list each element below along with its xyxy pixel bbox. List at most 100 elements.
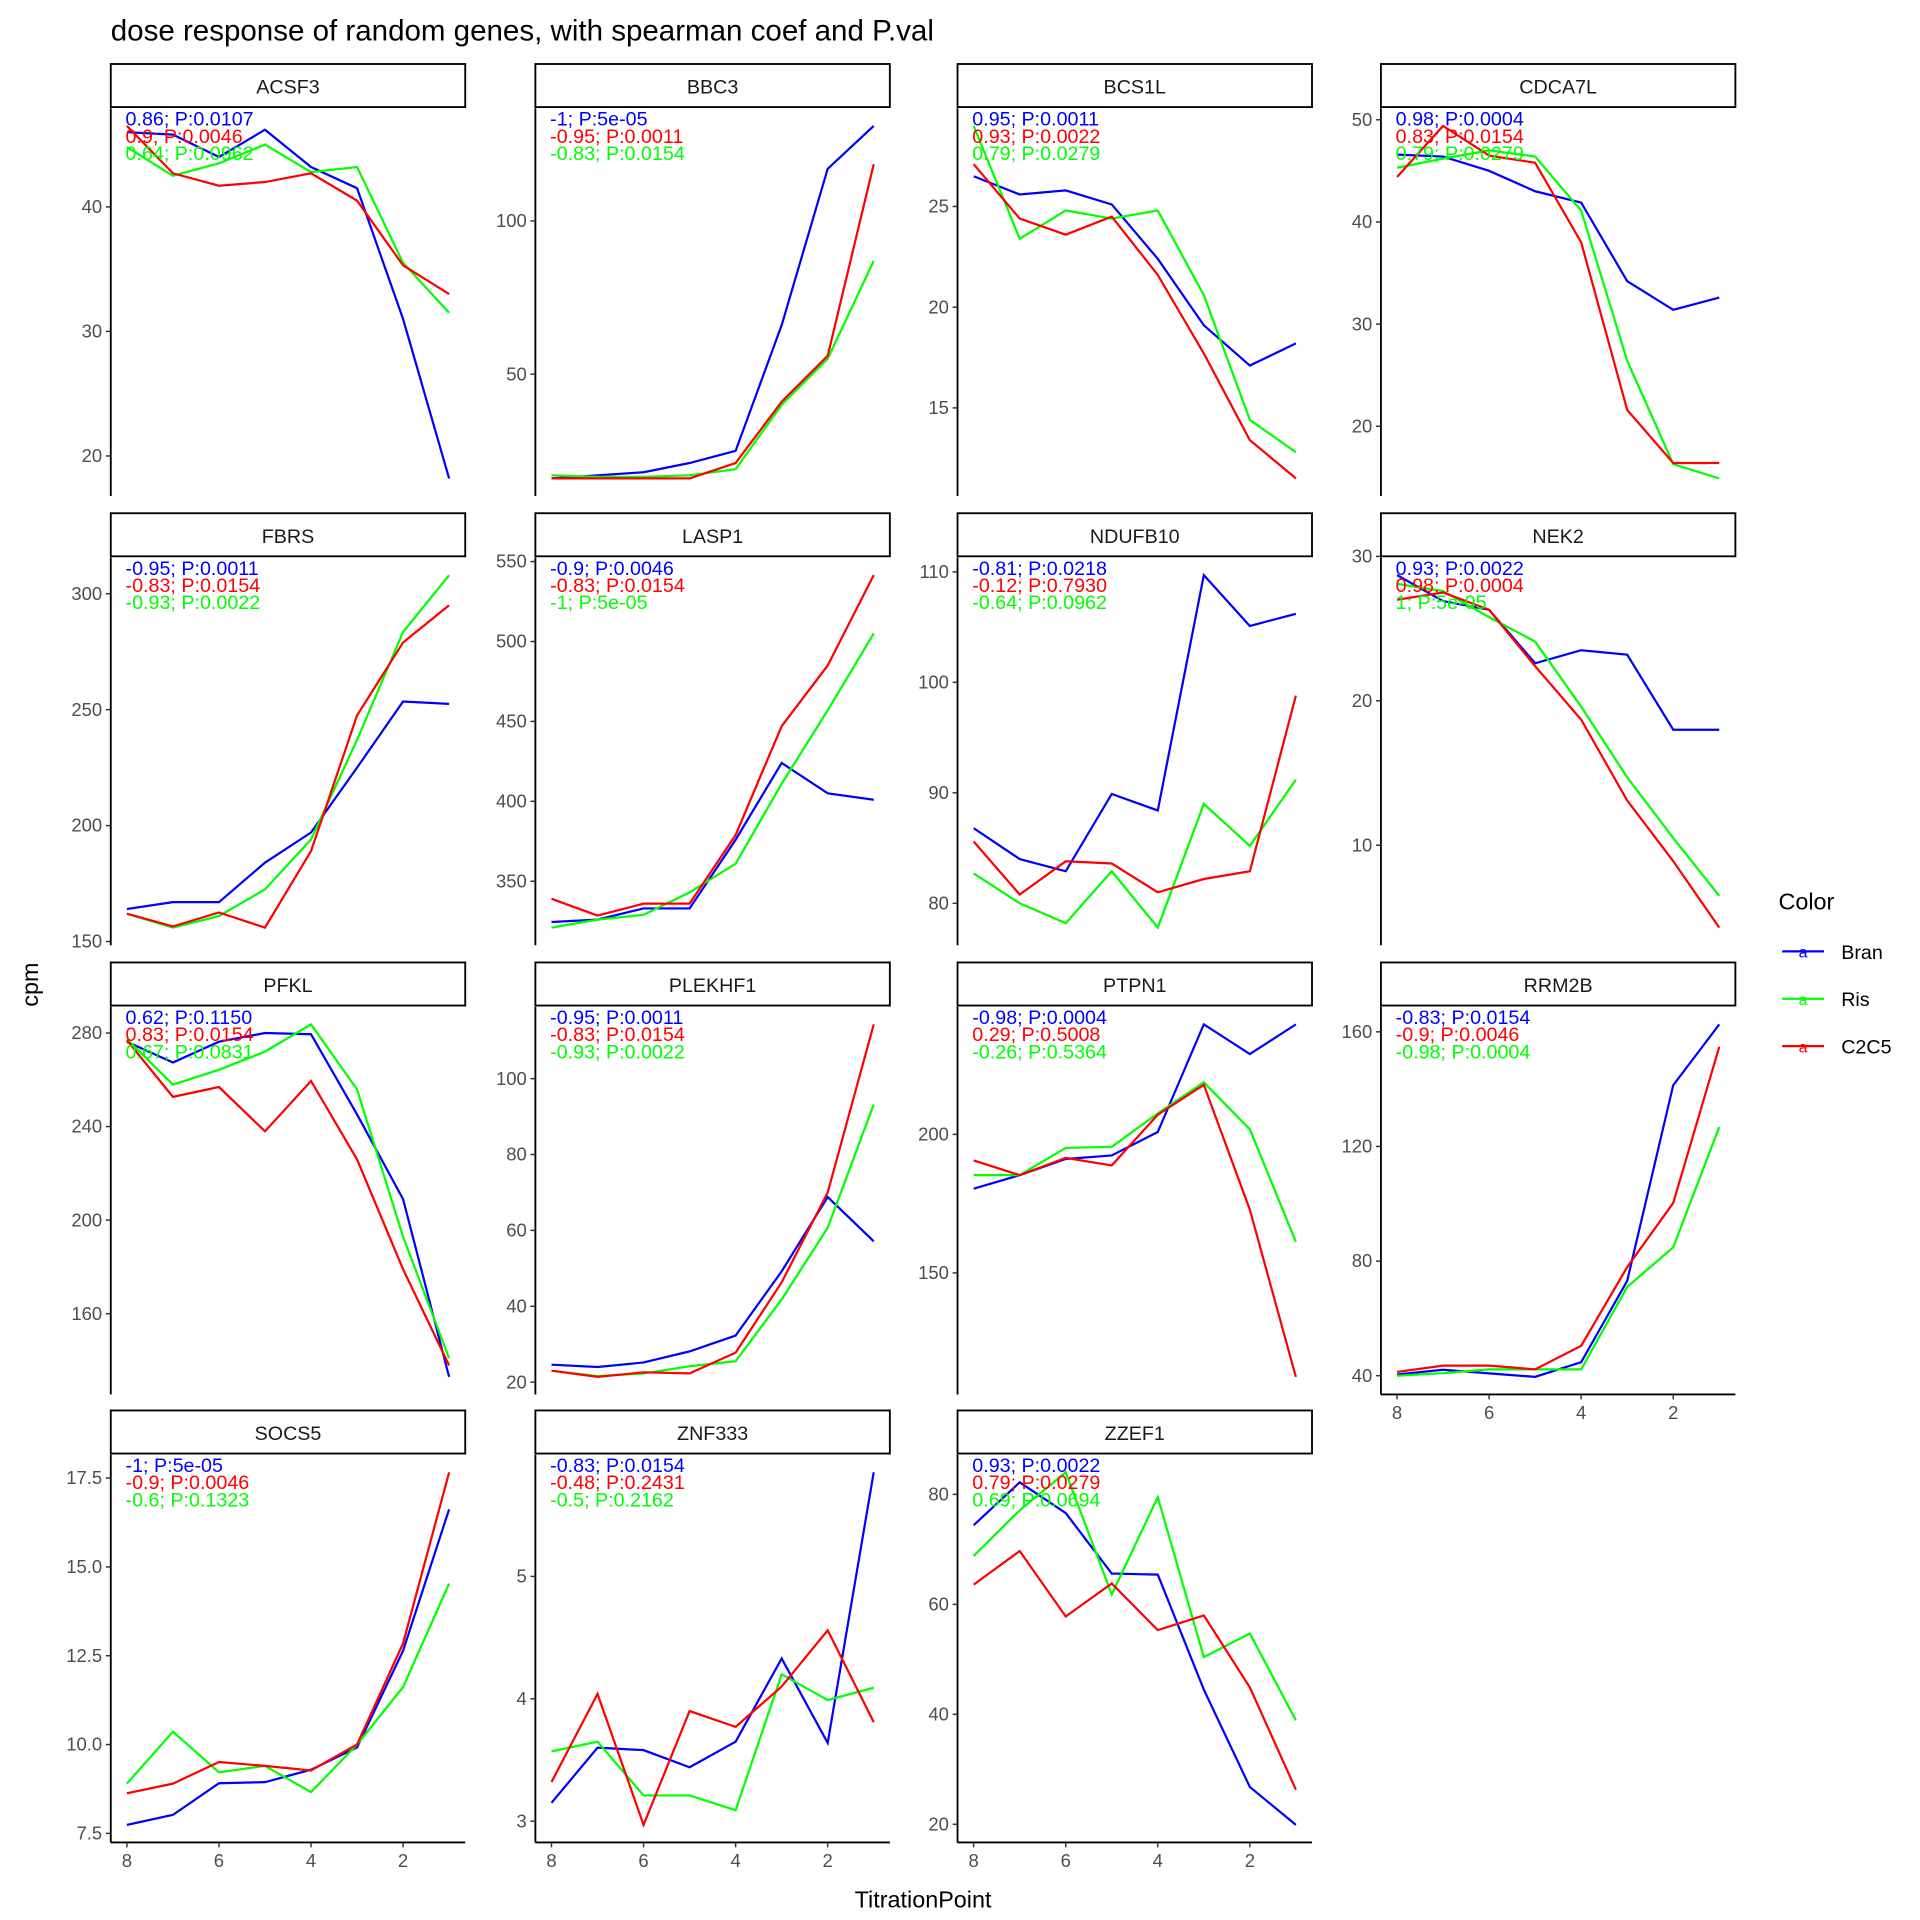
y-tick-label: 20: [1352, 415, 1373, 436]
x-tick-label: 2: [823, 1850, 833, 1871]
y-tick-label: 160: [71, 1303, 102, 1324]
annotation-spearman: -1; P:5e-05: [126, 1455, 223, 1477]
series-line-Ris: [551, 1672, 875, 1812]
legend: Color a Bran a Ris a C2C5: [1778, 889, 1891, 1059]
x-tick-label: 4: [1576, 1402, 1586, 1423]
annotation-spearman: -0.98; P:0.0004: [1396, 1041, 1531, 1063]
y-tick-label: 450: [496, 711, 527, 732]
series-line-Bran: [973, 175, 1297, 367]
series-line-Ris: [1396, 1126, 1721, 1377]
annotation-spearman: 0.62; P:0.1150: [126, 1007, 253, 1029]
y-tick-label: 80: [506, 1144, 527, 1165]
y-tick-label: 10: [1352, 834, 1373, 855]
y-tick-label: 80: [1352, 1250, 1373, 1271]
y-tick-label: 50: [1352, 109, 1373, 130]
y-tick-label: 80: [928, 1484, 949, 1505]
annotation-spearman: -0.9; P:0.0046: [1396, 1024, 1520, 1046]
annotation-spearman: -0.83; P:0.0154: [126, 575, 261, 597]
facet-strip: [956, 512, 1313, 558]
y-tick-label: 100: [918, 671, 949, 692]
facet-strip-label: RRM2B: [1524, 975, 1593, 997]
annotation-spearman: -0.83; P:0.0154: [550, 1024, 685, 1046]
series-line-Bran: [551, 125, 875, 480]
legend-title: Color: [1778, 889, 1834, 915]
panel-FBRS: FBRS 150 200 250 300 -0.95; P:0.0011-0.83; P:…: [71, 512, 467, 952]
annotation-spearman: 0.93; P:0.0022: [972, 126, 1100, 148]
legend-item-C2C5: a C2C5: [1782, 1037, 1892, 1059]
series-line-C2C5: [1396, 124, 1720, 465]
facet-strip: [109, 512, 467, 558]
annotation-spearman: -0.93; P:0.0022: [550, 1041, 685, 1063]
annotation-spearman: -0.98; P:0.0004: [972, 1007, 1107, 1029]
series-line-Bran: [551, 761, 874, 924]
annotation-spearman: -0.95; P:0.0011: [550, 1007, 683, 1029]
facet-strip: [109, 1409, 467, 1455]
legend-label: Ris: [1841, 989, 1870, 1011]
facet-strip: [956, 63, 1313, 109]
series-line-C2C5: [551, 1024, 875, 1378]
y-tick-label: 40: [1352, 1365, 1373, 1386]
series-line-Ris: [1396, 582, 1721, 897]
x-tick-label: 8: [122, 1850, 132, 1871]
facet-strip-label: NEK2: [1532, 526, 1583, 548]
panel-RRM2B: RRM2B 40 80 120 160 8 6 4 2 -0.83; P:0.0154-0.9; …: [1342, 961, 1737, 1423]
annotation-spearman: -0.5; P:0.2162: [550, 1489, 674, 1511]
facet-strip: [109, 63, 467, 109]
panel-PLEKHF1: PLEKHF1 20 40 60 80 100 -0.95; P:0.0011-0.83; …: [496, 961, 891, 1395]
y-tick-label: 20: [928, 296, 949, 317]
x-tick-label: 6: [638, 1850, 648, 1871]
annotation-spearman: 0.98; P:0.0004: [1396, 575, 1524, 597]
annotation-spearman: 0.79; P:0.0279: [972, 1472, 1100, 1494]
x-tick-label: 2: [1668, 1402, 1678, 1423]
x-tick-label: 8: [546, 1850, 556, 1871]
y-tick-label: 120: [1342, 1136, 1373, 1157]
y-tick-label: 500: [496, 631, 527, 652]
y-tick-label: 20: [928, 1813, 949, 1834]
facet-strip-label: CDCA7L: [1519, 77, 1597, 99]
annotation-spearman: 0.79; P:0.0279: [1396, 143, 1524, 165]
facet-strip: [956, 1409, 1313, 1455]
y-tick-label: 10.0: [66, 1734, 102, 1755]
facet-strip-label: PLEKHF1: [669, 975, 757, 997]
facet-strip-label: BCS1L: [1104, 77, 1166, 99]
legend-label: Bran: [1841, 942, 1883, 964]
y-tick-label: 20: [1352, 690, 1373, 711]
annotation-spearman: -0.83; P:0.0154: [550, 143, 685, 165]
series-line-C2C5: [1396, 591, 1721, 929]
x-tick-label: 8: [1392, 1402, 1402, 1423]
y-tick-label: 150: [71, 931, 102, 952]
y-tick-label: 50: [506, 363, 527, 384]
legend-item-Bran: a Bran: [1782, 942, 1883, 964]
annotation-spearman: -0.83; P:0.0154: [1396, 1007, 1531, 1029]
x-tick-label: 4: [306, 1850, 316, 1871]
series-line-Bran: [972, 1480, 1297, 1826]
facet-strip-label: BBC3: [687, 77, 738, 99]
annotation-spearman: 0.69; P:0.0694: [972, 1489, 1100, 1511]
y-tick-label: 20: [82, 445, 103, 466]
x-tick-label: 6: [214, 1850, 224, 1871]
y-tick-label: 200: [918, 1124, 949, 1145]
annotation-spearman: -0.83; P:0.0154: [550, 1455, 685, 1477]
facet-strip-label: ZNF333: [677, 1423, 748, 1445]
annotation-spearman: -0.83; P:0.0154: [550, 575, 685, 597]
facet-strip-label: PFKL: [263, 975, 312, 997]
series-line-C2C5: [551, 574, 875, 917]
x-tick-label: 2: [1245, 1850, 1255, 1871]
facet-strip-label: FBRS: [262, 526, 315, 548]
series-line-Bran: [1396, 153, 1720, 311]
annotation-spearman: 1; P:5e-05: [1396, 592, 1487, 614]
facet-strip-label: ZZEF1: [1105, 1423, 1165, 1445]
series-line-Ris: [126, 1022, 451, 1359]
series-line-C2C5: [972, 163, 1297, 480]
series-line-C2C5: [126, 1039, 451, 1366]
annotation-spearman: 0.93; P:0.0022: [1396, 558, 1524, 580]
series-line-Bran: [126, 700, 450, 911]
y-tick-label: 40: [1352, 211, 1373, 232]
series-line-Bran: [126, 128, 451, 479]
panel-ZNF333: ZNF333 3 4 5 8 6 4 2 -0.83; P:0.0154-0.48; P:0.2…: [517, 1409, 891, 1871]
x-tick-label: 4: [1153, 1850, 1163, 1871]
